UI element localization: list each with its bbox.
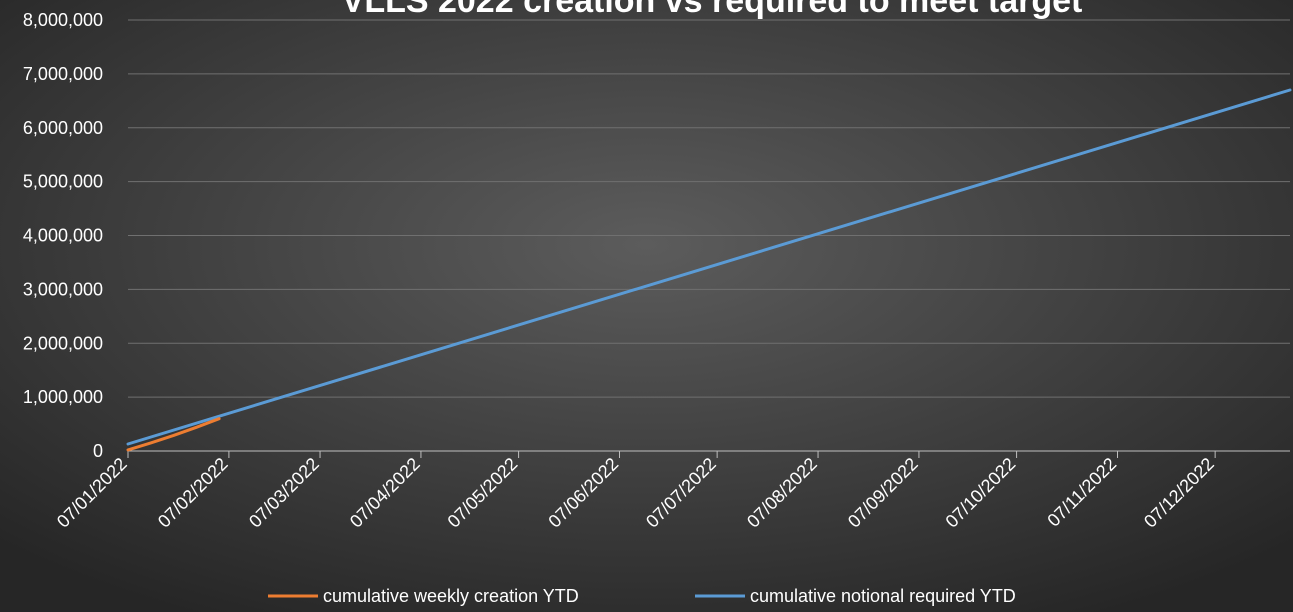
y-tick-label: 0 bbox=[93, 441, 103, 461]
y-tick-label: 5,000,000 bbox=[23, 172, 103, 192]
y-tick-label: 2,000,000 bbox=[23, 333, 103, 353]
series-line-1 bbox=[126, 417, 221, 452]
y-tick-label: 8,000,000 bbox=[23, 10, 103, 30]
series-line-2 bbox=[126, 88, 1292, 446]
y-tick-label: 6,000,000 bbox=[23, 118, 103, 138]
chart-title: VLLS 2022 creation vs required to meet t… bbox=[342, 0, 1083, 20]
y-tick-label: 3,000,000 bbox=[23, 279, 103, 299]
y-tick-label: 7,000,000 bbox=[23, 64, 103, 84]
legend: cumulative weekly creation YTD cumulative… bbox=[268, 586, 1016, 606]
gridlines bbox=[128, 19, 1290, 398]
y-tick-label: 4,000,000 bbox=[23, 226, 103, 246]
series-lines bbox=[126, 88, 1292, 452]
legend-label-1: cumulative weekly creation YTD bbox=[323, 586, 579, 606]
y-tick-label: 1,000,000 bbox=[23, 387, 103, 407]
legend-label-2: cumulative notional required YTD bbox=[750, 586, 1016, 606]
